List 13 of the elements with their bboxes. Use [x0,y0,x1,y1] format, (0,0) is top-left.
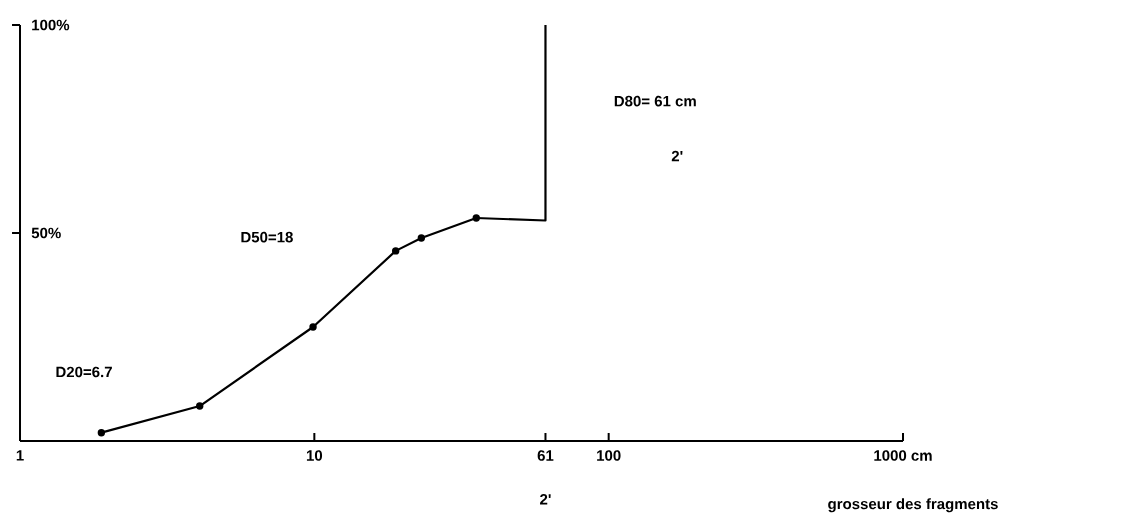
annotation: D80= 61 cm [614,95,696,107]
x-tick-label: 1 [16,450,24,461]
x-tick-label: 100 [597,450,621,461]
y-tick-label: 100% [32,19,70,31]
x-tick-label: 1000 cm [874,450,932,461]
x-tick-label: 61 [537,450,554,461]
text: 2' [540,494,551,505]
y-tick-label: 50% [31,227,61,239]
x-tick-label: 10 [306,450,323,461]
annotation: D50=18 [241,231,293,243]
annotation: D20=6.7 [56,366,112,378]
x-axis-title: grosseur des fragments [828,498,998,513]
annotation: 2' [671,150,683,162]
